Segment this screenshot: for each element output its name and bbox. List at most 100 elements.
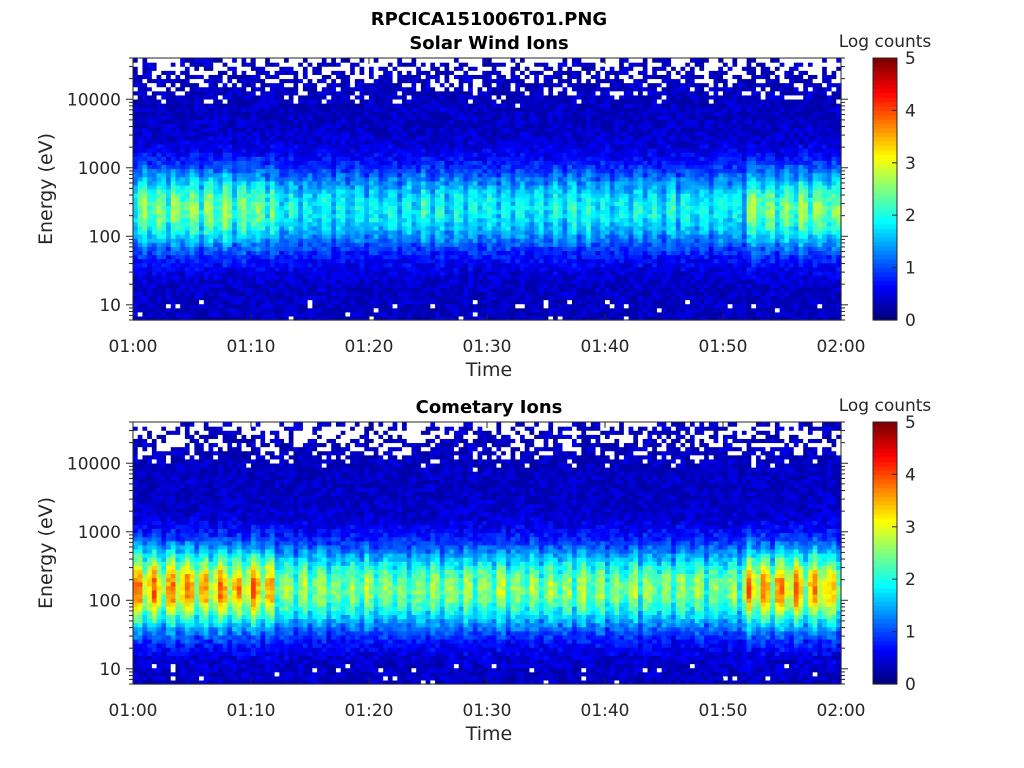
spectrogram-cell — [156, 172, 162, 178]
spectrogram-cell — [453, 205, 460, 211]
spectrogram-cell — [222, 82, 228, 88]
spectrogram-cell — [180, 143, 186, 149]
spectrogram-cell — [477, 291, 483, 297]
spectrogram-cell — [274, 250, 280, 256]
spectrogram-cell — [331, 62, 337, 67]
spectrogram-cell — [331, 58, 337, 63]
spectrogram-cell — [321, 217, 328, 223]
spectrogram-cell — [468, 139, 474, 145]
spectrogram-cell — [307, 246, 313, 251]
spectrogram-cell — [199, 197, 205, 202]
spectrogram-cell — [265, 115, 271, 120]
spectrogram-cell — [321, 127, 328, 133]
spectrogram-cell — [487, 311, 493, 317]
spectrogram-cell — [392, 90, 398, 96]
spectrogram-cell — [274, 127, 280, 133]
spectrogram-cell — [463, 127, 469, 133]
spectrogram-cell — [255, 148, 262, 153]
spectrogram-cell — [496, 156, 502, 161]
spectrogram-cell — [444, 164, 450, 170]
spectrogram-cell — [255, 172, 262, 178]
spectrogram-cell — [232, 119, 238, 125]
spectrogram-cell — [255, 139, 262, 145]
spectrogram-cell — [354, 205, 361, 211]
spectrogram-cell — [317, 299, 323, 305]
spectrogram-cell — [307, 148, 313, 153]
spectrogram-cell — [194, 201, 200, 206]
spectrogram-cell — [359, 160, 365, 166]
spectrogram-cell — [402, 225, 408, 231]
spectrogram-cell — [180, 221, 186, 227]
spectrogram-cell — [491, 66, 498, 71]
spectrogram-cell — [444, 254, 450, 260]
spectrogram-cell — [222, 123, 228, 129]
spectrogram-cell — [312, 283, 318, 288]
spectrogram-cell — [312, 258, 318, 264]
spectrogram-cell — [241, 234, 247, 239]
spectrogram-cell — [350, 287, 356, 292]
spectrogram-cell — [383, 258, 389, 264]
spectrogram-cell — [420, 86, 427, 92]
spectrogram-cell — [369, 82, 375, 88]
spectrogram-cell — [203, 70, 210, 75]
spectrogram-cell — [189, 225, 195, 231]
spectrogram-cell — [420, 266, 427, 272]
spectrogram-cell — [208, 98, 214, 104]
spectrogram-cell — [496, 217, 502, 223]
spectrogram-cell — [255, 189, 262, 194]
spectrogram-cell — [468, 176, 474, 182]
spectrogram-cell — [260, 152, 266, 157]
spectrogram-cell — [265, 234, 271, 239]
spectrogram-cell — [406, 172, 413, 178]
spectrogram-cell — [317, 315, 323, 321]
spectrogram-cell — [430, 270, 436, 276]
spectrogram-cell — [491, 90, 498, 96]
spectrogram-cell — [373, 168, 380, 174]
spectrogram-cell — [482, 164, 488, 170]
spectrogram-cell — [199, 295, 205, 301]
spectrogram-cell — [364, 86, 370, 92]
spectrogram-cell — [236, 299, 243, 305]
spectrogram-cell — [453, 242, 460, 247]
spectrogram-cell — [288, 62, 295, 67]
spectrogram-cell — [392, 201, 398, 206]
spectrogram-cell — [184, 78, 191, 84]
spectrogram-cell — [378, 209, 384, 215]
spectrogram-cell — [227, 86, 233, 92]
spectrogram-cell — [326, 62, 332, 67]
spectrogram-cell — [397, 152, 403, 157]
spectrogram-cell — [161, 209, 167, 215]
spectrogram-cell — [255, 266, 262, 272]
spectrogram-cell — [364, 180, 370, 186]
spectrogram-cell — [293, 197, 299, 202]
spectrogram-cell — [175, 266, 181, 272]
spectrogram-cell — [477, 78, 483, 84]
spectrogram-cell — [260, 225, 266, 231]
spectrogram-cell — [411, 62, 417, 67]
spectrogram-cell — [335, 66, 342, 71]
spectrogram-cell — [477, 119, 483, 125]
spectrogram-cell — [416, 299, 422, 305]
spectrogram-cell — [302, 283, 309, 288]
spectrogram-cell — [147, 295, 153, 301]
spectrogram-cell — [147, 148, 153, 153]
spectrogram-cell — [496, 176, 502, 182]
spectrogram-cell — [463, 70, 469, 75]
spectrogram-cell — [491, 229, 498, 235]
spectrogram-cell — [378, 164, 384, 170]
spectrogram-cell — [288, 225, 295, 231]
spectrogram-cell — [302, 176, 309, 182]
spectrogram-cell — [317, 213, 323, 219]
spectrogram-cell — [350, 184, 356, 190]
spectrogram-cell — [147, 311, 153, 317]
spectrogram-cell — [397, 127, 403, 133]
spectrogram-cell — [246, 143, 252, 149]
spectrogram-cell — [208, 225, 214, 231]
spectrogram-cell — [435, 123, 441, 129]
spectrogram-cell — [402, 250, 408, 256]
spectrogram-cell — [373, 201, 380, 206]
spectrogram-cell — [227, 315, 233, 321]
spectrogram-cell — [227, 143, 233, 149]
spectrogram-cell — [265, 201, 271, 206]
spectrogram-cell — [293, 74, 299, 80]
